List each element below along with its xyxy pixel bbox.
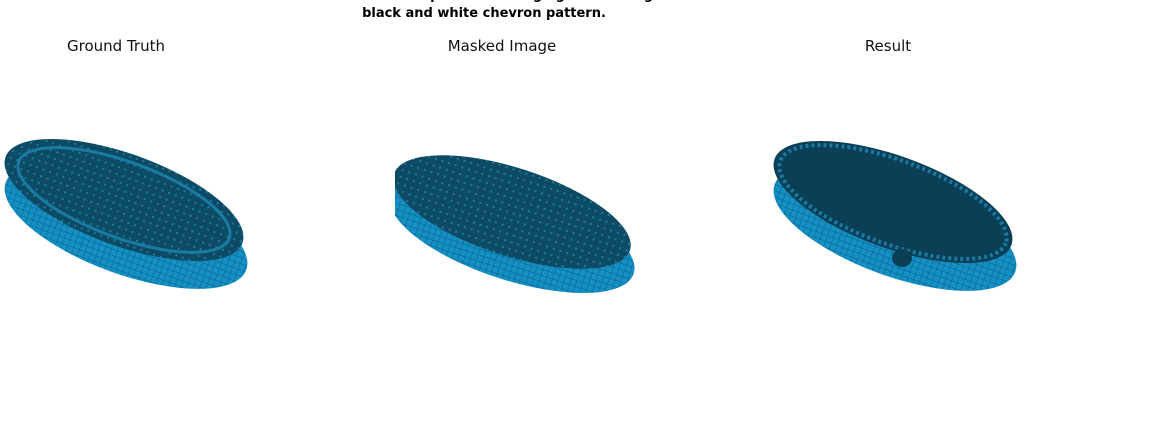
figure-title: A 3D model of a spherical ceiling light … <box>301 0 666 3</box>
voxel-render <box>395 155 635 293</box>
panel-title: Result <box>865 37 911 55</box>
panel-title: Ground Truth <box>67 37 165 55</box>
voxel-render <box>773 140 1017 291</box>
figure-title: black and white chevron pattern. <box>362 6 606 21</box>
voxel-render <box>4 138 248 289</box>
panel-title: Masked Image <box>448 37 557 55</box>
